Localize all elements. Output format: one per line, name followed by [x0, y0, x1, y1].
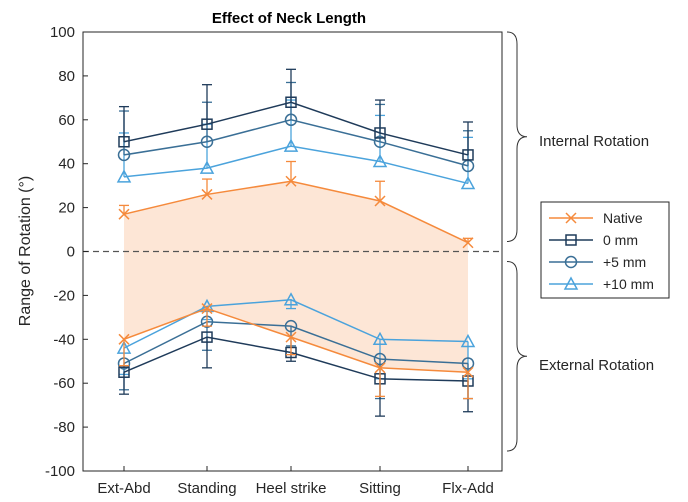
data-point-internal	[462, 149, 474, 161]
legend-item-5-mm: +5 mm	[549, 254, 646, 270]
data-point-external	[373, 352, 387, 366]
data-point-internal	[284, 113, 298, 127]
y-tick-label: -60	[53, 375, 75, 392]
data-point-internal	[460, 175, 476, 190]
series-native	[118, 160, 474, 400]
legend-label: Native	[603, 210, 643, 226]
legend-marker	[563, 276, 579, 290]
data-point-internal	[462, 237, 474, 249]
data-point-internal	[373, 135, 387, 148]
y-tick-label: -100	[45, 463, 75, 480]
legend: Native 0 mm +5 mm +10 mm	[540, 201, 670, 299]
data-point-internal	[374, 127, 386, 139]
legend-item-0-mm: 0 mm	[549, 232, 638, 248]
internal-rotation-brace	[506, 31, 528, 242]
legend-marker	[565, 212, 577, 224]
data-point-external	[284, 319, 298, 333]
y-tick-label: -40	[53, 331, 75, 348]
legend-label: 0 mm	[603, 232, 638, 248]
x-tick-label: Ext-Abd	[97, 480, 150, 497]
legend-marker	[564, 255, 578, 269]
y-axis-label: Range of Rotation (°)	[17, 176, 34, 326]
shaded-region	[124, 181, 468, 373]
data-point-external	[461, 357, 475, 370]
legend-label: +5 mm	[603, 254, 646, 270]
data-point-external	[460, 333, 476, 348]
y-tick-label: 100	[50, 24, 75, 41]
annotation-external: External Rotation	[539, 357, 654, 374]
legend-box	[540, 201, 670, 299]
data-point-external	[118, 333, 130, 345]
data-point-external	[462, 366, 474, 378]
series-line-internal	[123, 119, 469, 167]
x-tick-label: Standing	[177, 480, 236, 497]
annotations: Internal Rotation External Rotation	[506, 31, 654, 452]
y-tick-label: 0	[67, 244, 75, 261]
data-point-external	[374, 362, 386, 374]
data-point-internal	[118, 208, 130, 220]
y-tick-label: -20	[53, 287, 75, 304]
data-point-internal	[285, 175, 297, 187]
annotation-internal: Internal Rotation	[539, 133, 649, 150]
y-tick-label: -80	[53, 419, 75, 436]
data-point-external	[283, 292, 299, 306]
external-rotation-brace	[506, 261, 528, 452]
data-point-internal	[118, 136, 130, 148]
data-point-internal	[117, 148, 131, 162]
data-point-internal	[199, 160, 215, 174]
legend-item-native: Native	[549, 210, 643, 226]
data-point-internal	[285, 96, 297, 108]
plot-area: -100 -80 -60 -40 -20 0 20 40 60 80 100 Ext-Abd Stand…	[45, 24, 503, 497]
data-point-external	[372, 331, 388, 346]
data-point-internal	[283, 138, 299, 152]
y-tick-label: 40	[58, 156, 75, 173]
data-point-internal	[374, 195, 386, 207]
legend-item-10-mm: +10 mm	[549, 276, 654, 292]
y-tick-label: 80	[58, 68, 75, 85]
data-point-internal	[201, 118, 213, 130]
data-point-external	[201, 331, 213, 343]
legend-marker	[565, 234, 577, 246]
legend-label: +10 mm	[603, 276, 654, 292]
chart-title: Effect of Neck Length	[212, 10, 366, 27]
data-point-internal	[201, 188, 213, 200]
x-tick-label: Heel strike	[256, 480, 327, 497]
data-point-external	[285, 331, 297, 343]
data-point-internal	[372, 153, 388, 168]
x-tick-label: Sitting	[359, 480, 401, 497]
data-point-internal	[116, 169, 132, 183]
y-tick-label: 60	[58, 112, 75, 129]
data-point-internal	[200, 135, 214, 148]
data-point-external	[201, 303, 213, 315]
x-tick-label: Flx-Add	[442, 480, 494, 497]
data-point-external	[118, 366, 130, 378]
y-tick-label: 20	[58, 200, 75, 217]
